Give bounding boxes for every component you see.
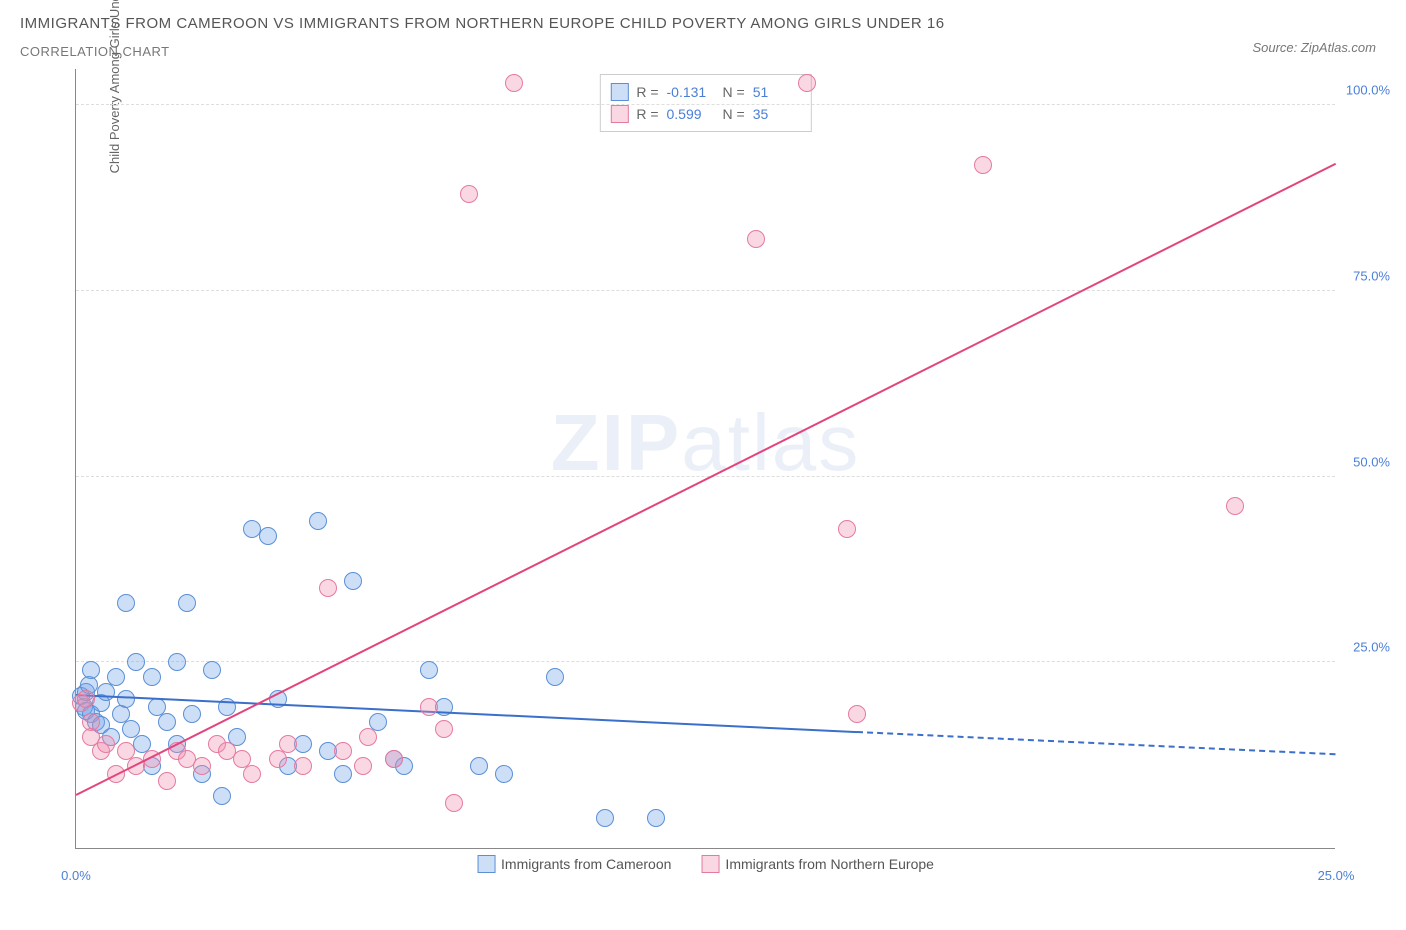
data-point [158,713,176,731]
legend-swatch [610,83,628,101]
stats-row: R = 0.599 N = 35 [610,103,800,125]
gridline [76,290,1335,291]
data-point [505,74,523,92]
data-point [1226,497,1244,515]
data-point [596,809,614,827]
stat-r-value: 0.599 [667,106,715,122]
data-point [193,757,211,775]
trend-line-extrapolated [857,731,1336,755]
legend-swatch [610,105,628,123]
data-point [747,230,765,248]
data-point [460,185,478,203]
data-point [97,735,115,753]
series-legend: Immigrants from Cameroon Immigrants from … [477,855,934,873]
data-point [309,512,327,530]
data-point [279,735,297,753]
source-label: Source: [1252,40,1300,55]
gridline [76,104,1335,105]
data-point [259,527,277,545]
data-point [319,579,337,597]
data-point [354,757,372,775]
stat-n-value: 51 [753,84,801,100]
stats-row: R = -0.131 N = 51 [610,81,800,103]
data-point [359,728,377,746]
stat-r-value: -0.131 [667,84,715,100]
data-point [143,668,161,686]
data-point [420,698,438,716]
chart-title: IMMIGRANTS FROM CAMEROON VS IMMIGRANTS F… [20,15,1386,32]
stat-n-label: N = [723,106,745,122]
stat-r-label: R = [636,106,658,122]
watermark-light: atlas [681,398,860,487]
legend-label: Immigrants from Northern Europe [725,856,934,872]
stat-r-label: R = [636,84,658,100]
data-point [838,520,856,538]
data-point [435,720,453,738]
y-tick-label: 50.0% [1353,454,1390,469]
data-point [117,690,135,708]
data-point [495,765,513,783]
y-tick-label: 25.0% [1353,640,1390,655]
source-citation: Source: ZipAtlas.com [1252,40,1376,55]
gridline [76,476,1335,477]
data-point [470,757,488,775]
gridline [76,661,1335,662]
legend-label: Immigrants from Cameroon [501,856,671,872]
data-point [445,794,463,812]
data-point [334,765,352,783]
data-point [334,742,352,760]
data-point [178,594,196,612]
data-point [213,787,231,805]
watermark-bold: ZIP [551,398,681,487]
data-point [127,653,145,671]
x-tick-label: 25.0% [1318,868,1355,883]
y-tick-label: 100.0% [1346,83,1390,98]
legend-item: Immigrants from Northern Europe [701,855,934,873]
stat-n-value: 35 [753,106,801,122]
legend-item: Immigrants from Cameroon [477,855,671,873]
data-point [344,572,362,590]
stat-n-label: N = [723,84,745,100]
data-point [77,690,95,708]
data-point [798,74,816,92]
x-tick-label: 0.0% [61,868,91,883]
data-point [117,594,135,612]
correlation-stats-box: R = -0.131 N = 51 R = 0.599 N = 35 [599,74,811,132]
data-point [243,765,261,783]
data-point [294,757,312,775]
data-point [385,750,403,768]
data-point [546,668,564,686]
data-point [82,661,100,679]
plot-area: ZIPatlas R =-0.131N =51R =0.599N =35 Imm… [75,69,1335,849]
data-point [168,653,186,671]
data-point [183,705,201,723]
trend-line [76,163,1337,796]
data-point [203,661,221,679]
data-point [647,809,665,827]
source-value: ZipAtlas.com [1301,40,1376,55]
y-tick-label: 75.0% [1353,268,1390,283]
data-point [974,156,992,174]
legend-swatch [477,855,495,873]
data-point [420,661,438,679]
legend-swatch [701,855,719,873]
chart-subtitle: CORRELATION CHART [20,44,1386,59]
data-point [107,668,125,686]
data-point [848,705,866,723]
data-point [158,772,176,790]
